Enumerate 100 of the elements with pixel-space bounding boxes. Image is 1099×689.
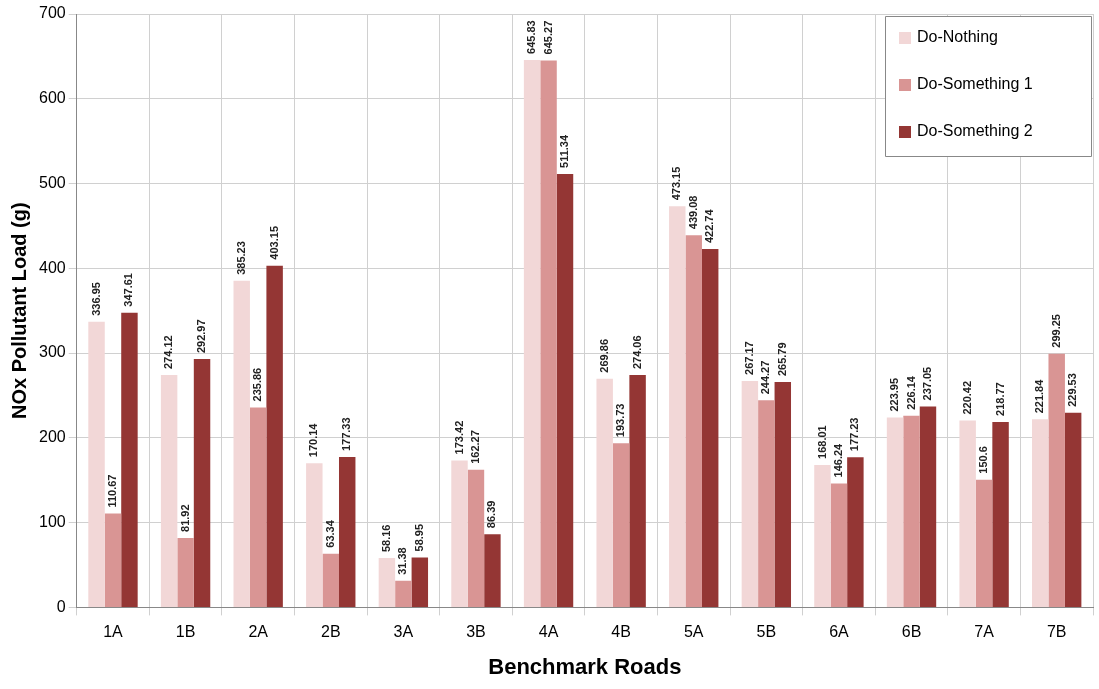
bar [484,534,501,607]
bar [451,460,468,607]
data-label: 645.27 [541,20,554,55]
data-label: 269.86 [597,338,610,373]
data-label: 218.77 [993,382,1006,416]
x-tick-label: 2B [320,623,341,641]
data-label: 274.06 [630,335,643,370]
legend-label: Do-Nothing [917,28,998,46]
bar [160,375,178,607]
data-label: 511.34 [558,134,571,168]
data-label: 177.33 [340,417,353,452]
bar [540,60,557,607]
data-label: 385.23 [234,241,247,275]
bar [556,173,574,607]
x-axis-title: Benchmark Roads [488,653,682,679]
x-tick-label: 6A [829,623,850,641]
data-label: 244.27 [759,360,772,395]
data-label: 267.17 [742,341,755,375]
legend-label: Do-Something 2 [917,122,1033,140]
data-label: 168.01 [815,425,828,459]
y-tick-label: 400 [38,258,66,276]
data-label: 221.84 [1033,378,1046,414]
bar [193,359,211,607]
data-label: 223.95 [888,377,901,412]
bar [903,415,920,607]
bar [523,59,541,607]
data-label: 274.12 [162,335,175,370]
bar [701,249,719,607]
data-label: 235.86 [251,367,264,402]
data-label: 265.79 [775,342,788,377]
data-label: 237.05 [921,366,933,401]
x-tick-label: 5A [683,623,704,641]
data-label: 173.42 [452,420,465,455]
bar [629,375,646,607]
bar [104,513,122,607]
bar [1064,412,1082,607]
data-label: 193.73 [614,403,627,438]
bar [886,417,904,607]
data-label: 31.38 [396,547,409,575]
data-label: 403.15 [267,225,280,260]
data-label: 162.27 [468,430,481,464]
x-tick-label: 1A [103,623,124,641]
data-label: 63.34 [323,519,336,548]
data-label: 150.6 [977,446,990,474]
legend-label: Do-Something 1 [917,75,1033,93]
bar [975,479,993,607]
x-tick-label: 3A [393,623,414,641]
y-tick-label: 600 [38,89,66,107]
y-tick-label: 100 [38,513,66,531]
bar [249,407,267,607]
y-tick-label: 0 [56,597,66,615]
data-label: 299.25 [1049,314,1062,348]
data-label: 177.23 [848,417,861,452]
bar [814,464,831,607]
data-label: 58.95 [412,523,425,552]
bar [121,312,138,607]
data-label: 86.39 [485,500,498,529]
bar [467,469,485,607]
bar [669,206,686,607]
bar [177,537,194,607]
bar [88,321,105,607]
bar [266,265,283,607]
data-label: 58.16 [379,524,392,553]
bar [612,443,630,607]
bar [378,558,396,607]
data-label: 226.14 [904,375,917,410]
bar [306,463,323,607]
bar [339,457,356,607]
data-label: 645.83 [525,20,538,54]
x-tick-label: 4B [611,623,631,641]
data-label: 422.74 [703,208,716,244]
data-label: 292.97 [195,319,208,354]
data-label: 336.95 [89,282,102,316]
bar [322,553,339,607]
y-tick-label: 300 [38,343,66,361]
bar [919,406,937,607]
y-tick-label: 200 [38,428,66,446]
bar [758,400,775,607]
data-label: 81.92 [178,504,191,532]
x-tick-label: 2A [248,623,269,641]
data-label: 146.24 [831,442,844,478]
bar [233,280,250,607]
bar [411,557,429,607]
bar [992,421,1009,607]
bar [1048,353,1065,607]
y-tick-label: 500 [38,173,66,191]
x-tick-label: 6B [901,623,922,641]
x-tick-label: 1B [175,623,196,641]
y-axis-title: NOx Pollutant Load (g) [7,202,30,420]
bar [741,380,759,607]
data-label: 347.61 [122,273,135,307]
x-tick-label: 4A [538,623,559,641]
bar [847,457,864,607]
bar [830,483,848,607]
data-label: 170.14 [307,422,320,458]
bar [1032,419,1049,607]
bar [395,580,412,607]
bar [685,235,702,607]
x-tick-label: 5B [756,623,777,641]
data-label: 220.42 [960,380,973,415]
